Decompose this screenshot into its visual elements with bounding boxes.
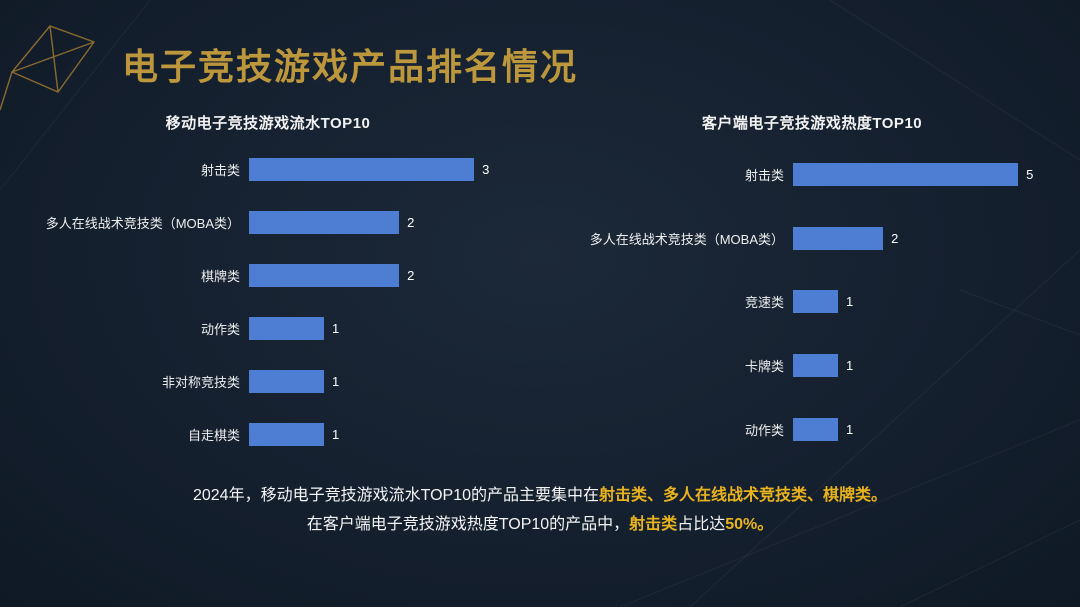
category-label: 自走棋类 [187, 428, 240, 443]
bar-track: 5 [793, 163, 1046, 187]
bar-track: 1 [793, 290, 1046, 314]
category-label: 棋牌类 [200, 269, 240, 284]
bar [793, 290, 839, 314]
bar-row: 射击类 3 [34, 158, 502, 181]
footer-highlight-text: 50%。 [725, 516, 774, 533]
bar-row: 动作类 1 [578, 417, 1046, 441]
category-label: 射击类 [744, 168, 784, 184]
footer-highlight-text: 射击类 [629, 516, 678, 533]
bar-row: 卡牌类 1 [578, 354, 1046, 378]
chart-body-left: 射击类 3 多人在线战术竞技类（MOBA类） 2 棋牌类 2 动作类 1 非对称竞技类 1 自走棋类… [34, 143, 502, 461]
bar [249, 158, 475, 181]
bar-row: 多人在线战术竞技类（MOBA类） 2 [34, 211, 502, 234]
footer-highlight-text: 射击类、多人在线战术竞技类、棋牌类。 [598, 487, 887, 504]
bar-value-label: 5 [1026, 167, 1034, 183]
bar-value-label: 1 [332, 321, 340, 336]
bar [793, 226, 884, 250]
bar-row: 射击类 5 [578, 163, 1046, 187]
bar-value-label: 2 [407, 215, 415, 230]
category-label: 动作类 [744, 422, 784, 438]
bar-track: 1 [249, 423, 502, 446]
bar-row: 自走棋类 1 [34, 423, 502, 446]
bar-track: 2 [249, 264, 502, 287]
bar [249, 317, 325, 340]
chart-title-left: 移动电子竞技游戏流水TOP10 [165, 115, 371, 132]
bar-track: 1 [793, 417, 1046, 441]
bar-value-label: 1 [332, 427, 340, 442]
bar-row: 非对称竞技类 1 [34, 370, 502, 393]
summary-line-2: 在客户端电子竞技游戏热度TOP10的产品中，射击类占比达50%。 [0, 510, 1080, 539]
bar-track: 2 [249, 211, 502, 234]
gem-icon [0, 25, 96, 111]
category-label: 多人在线战术竞技类（MOBA类） [45, 216, 240, 231]
category-label: 多人在线战术竞技类（MOBA类） [589, 231, 784, 247]
category-label: 卡牌类 [744, 359, 784, 375]
footer-text: 在客户端电子竞技游戏热度TOP10的产品中， [306, 516, 630, 533]
summary-line-1: 2024年，移动电子竞技游戏流水TOP10的产品主要集中在射击类、多人在线战术竞… [0, 481, 1080, 510]
footer-text: 2024年，移动电子竞技游戏流水TOP10的产品主要集中在 [192, 487, 599, 504]
chart-mobile-esports-revenue: 移动电子竞技游戏流水TOP10 射击类 3 多人在线战术竞技类（MOBA类） 2 棋牌类… [34, 112, 502, 461]
bar-row: 竞速类 1 [578, 290, 1046, 314]
category-label: 非对称竞技类 [161, 375, 240, 390]
bar [249, 264, 400, 287]
bar [793, 163, 1019, 187]
page-title: 电子竞技游戏产品排名情况 [122, 46, 579, 87]
category-label: 射击类 [200, 163, 240, 178]
bar-row: 棋牌类 2 [34, 264, 502, 287]
bar-track: 2 [793, 226, 1046, 250]
bar-value-label: 1 [846, 294, 854, 310]
bar [249, 423, 325, 446]
bar-track: 1 [249, 370, 502, 393]
summary-text: 2024年，移动电子竞技游戏流水TOP10的产品主要集中在射击类、多人在线战术竞… [0, 481, 1080, 539]
chart-body-right: 射击类 5 多人在线战术竞技类（MOBA类） 2 竞速类 1 卡牌类 1 动作类 1 [578, 143, 1046, 461]
bar [249, 370, 325, 393]
bar-value-label: 2 [891, 230, 899, 246]
category-label: 动作类 [200, 322, 240, 337]
bar-value-label: 1 [846, 421, 854, 437]
bar-track: 1 [793, 354, 1046, 378]
bar-track: 1 [249, 317, 502, 340]
bar-row: 多人在线战术竞技类（MOBA类） 2 [578, 226, 1046, 250]
category-label: 竞速类 [744, 295, 784, 311]
bar-value-label: 1 [846, 358, 854, 374]
bar-value-label: 3 [482, 162, 490, 177]
chart-title-right: 客户端电子竞技游戏热度TOP10 [701, 115, 923, 132]
bar-value-label: 1 [332, 374, 340, 389]
footer-text: 占比达 [677, 516, 726, 533]
bar-value-label: 2 [407, 268, 415, 283]
bar-track: 3 [249, 158, 502, 181]
chart-client-esports-popularity: 客户端电子竞技游戏热度TOP10 射击类 5 多人在线战术竞技类（MOBA类） 2 竞速… [578, 112, 1046, 461]
bar-row: 动作类 1 [34, 317, 502, 340]
bar [793, 354, 839, 378]
bar [249, 211, 400, 234]
bar [793, 417, 839, 441]
